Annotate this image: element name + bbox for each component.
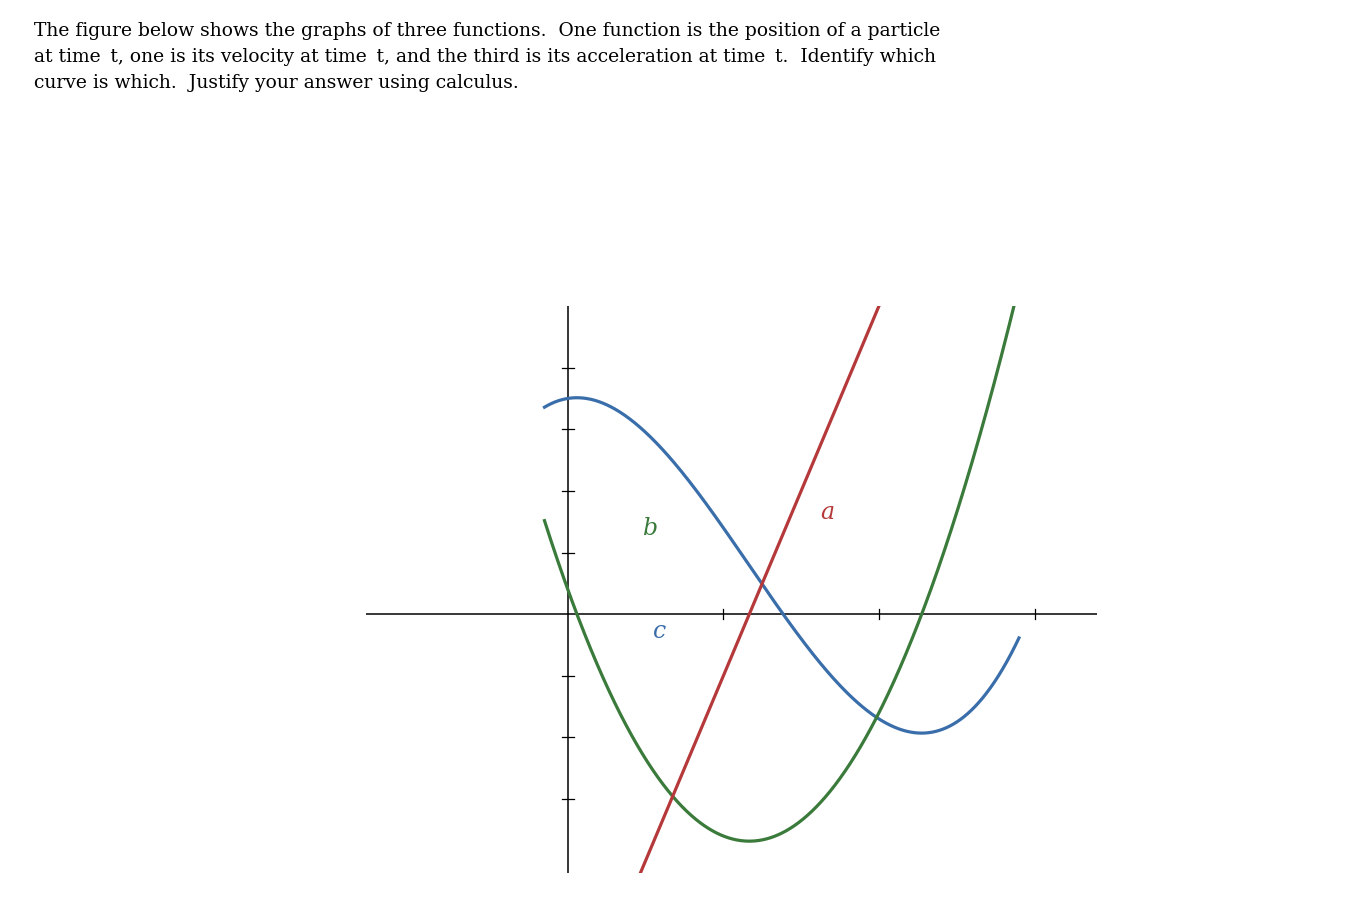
Text: a: a [819, 500, 834, 524]
Text: b: b [643, 518, 658, 540]
Text: The figure below shows the graphs of three functions.  One function is the posit: The figure below shows the graphs of thr… [34, 22, 940, 92]
Text: c: c [654, 619, 666, 643]
